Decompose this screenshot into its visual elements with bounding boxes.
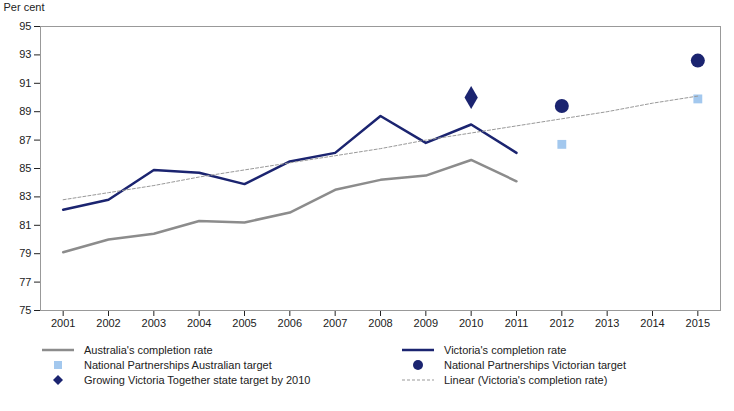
svg-text:2007: 2007 <box>323 317 347 329</box>
svg-text:91: 91 <box>19 77 31 89</box>
svg-text:2015: 2015 <box>686 317 710 329</box>
svg-text:95: 95 <box>19 20 31 32</box>
svg-text:2010: 2010 <box>459 317 483 329</box>
html-text:National Partnerships Victoria: National Partnerships Victorian target <box>444 359 626 371</box>
svg-text:2003: 2003 <box>142 317 166 329</box>
svg-text:2006: 2006 <box>278 317 302 329</box>
svg-text:81: 81 <box>19 219 31 231</box>
svg-text:2014: 2014 <box>640 317 664 329</box>
html-text:Linear (Victoria's completion: Linear (Victoria's completion rate) <box>444 374 608 386</box>
svg-text:79: 79 <box>19 247 31 259</box>
svg-text:2002: 2002 <box>96 317 120 329</box>
svg-text:Per cent: Per cent <box>4 1 45 13</box>
svg-text:2004: 2004 <box>187 317 211 329</box>
svg-text:89: 89 <box>19 105 31 117</box>
svg-text:77: 77 <box>19 276 31 288</box>
svg-text:2008: 2008 <box>368 317 392 329</box>
svg-text:2012: 2012 <box>550 317 574 329</box>
svg-text:85: 85 <box>19 162 31 174</box>
svg-text:2011: 2011 <box>505 317 529 329</box>
svg-text:2005: 2005 <box>232 317 256 329</box>
svg-text:93: 93 <box>19 48 31 60</box>
html-text:Growing Victoria Together stat: Growing Victoria Together state target b… <box>84 374 311 386</box>
html-text:National Partnerships Australi: National Partnerships Australian target <box>84 359 272 371</box>
html-text:Australia's completion rate: Australia's completion rate <box>84 344 213 356</box>
svg-text:75: 75 <box>19 304 31 316</box>
svg-text:2001: 2001 <box>51 317 75 329</box>
svg-text:87: 87 <box>19 134 31 146</box>
svg-text:83: 83 <box>19 190 31 202</box>
svg-text:2009: 2009 <box>414 317 438 329</box>
svg-text:2013: 2013 <box>595 317 619 329</box>
html-text:Victoria's completion rate: Victoria's completion rate <box>444 344 567 356</box>
